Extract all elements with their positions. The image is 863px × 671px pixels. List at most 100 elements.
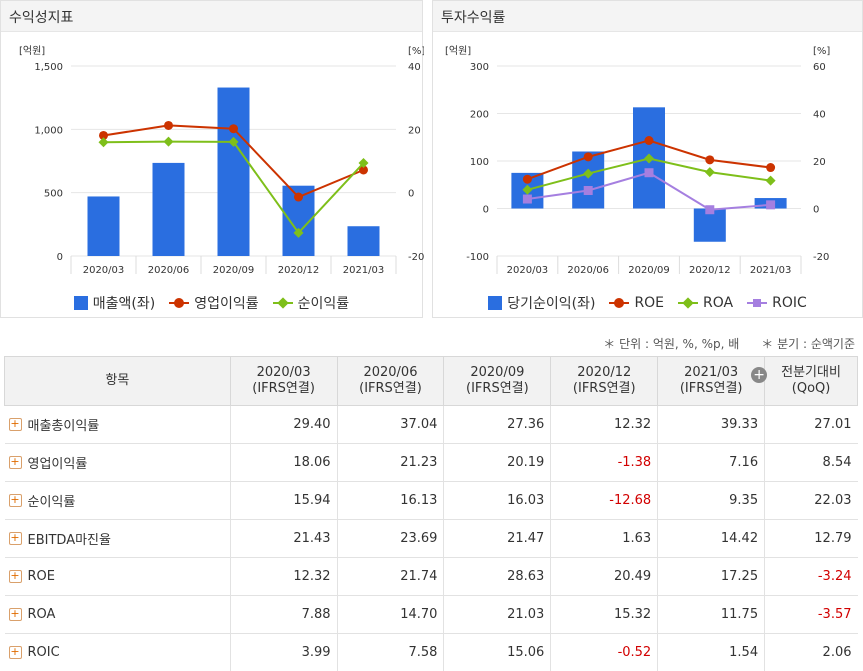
period-label: 2020/12 xyxy=(551,365,657,381)
data-point xyxy=(645,168,654,177)
value-cell: 1.63 xyxy=(551,520,658,558)
legend-line-swatch xyxy=(609,296,629,310)
data-point xyxy=(766,176,776,186)
right-axis-unit: [%] xyxy=(408,46,424,57)
legend-line-swatch xyxy=(747,296,767,310)
right-tick-label: 40 xyxy=(813,110,826,121)
right-tick-label: 40 xyxy=(408,62,421,73)
value-cell: 17.25 xyxy=(658,558,765,596)
value-cell: 21.23 xyxy=(337,444,444,482)
right-tick-label: -20 xyxy=(408,252,424,263)
row-label-cell: + ROE xyxy=(5,558,231,596)
legend-entry[interactable]: 당기순이익(좌) xyxy=(488,293,595,313)
x-tick-label: 2020/06 xyxy=(148,265,190,276)
plus-box-icon[interactable]: + xyxy=(9,570,22,583)
data-point xyxy=(766,163,775,172)
data-point xyxy=(766,200,775,209)
data-point xyxy=(645,136,654,145)
legend-bar-swatch xyxy=(74,296,88,310)
bar xyxy=(348,226,380,256)
value-cell: 29.40 xyxy=(230,406,337,444)
value-cell: 3.99 xyxy=(230,634,337,671)
plus-box-icon[interactable]: + xyxy=(9,532,22,545)
left-tick-label: 1,500 xyxy=(34,62,63,73)
period-header: 2020/03(IFRS연결) xyxy=(230,357,337,406)
x-tick-label: 2020/06 xyxy=(567,265,609,276)
bar xyxy=(153,163,185,256)
plus-box-icon[interactable]: + xyxy=(9,418,22,431)
period-header: 2021/03(IFRS연결) xyxy=(658,357,765,406)
value-cell: 12.32 xyxy=(230,558,337,596)
legend-bar-swatch xyxy=(488,296,502,310)
left-tick-label: 0 xyxy=(483,205,489,216)
period-label: 2020/09 xyxy=(444,365,550,381)
right-axis-unit: [%] xyxy=(813,46,830,57)
legend-entry[interactable]: ROE xyxy=(609,293,664,313)
legend-line-swatch xyxy=(678,296,698,310)
legend-label: 순이익률 xyxy=(298,293,350,313)
left-tick-label: 500 xyxy=(44,189,63,200)
row-label: EBITDA마진율 xyxy=(28,533,111,548)
left-tick-label: -100 xyxy=(466,252,489,263)
row-label: ROE xyxy=(28,569,55,584)
right-tick-label: 20 xyxy=(408,125,421,136)
row-label: 매출총이익률 xyxy=(28,419,100,434)
legend-entry[interactable]: 영업이익률 xyxy=(169,293,258,313)
qoq-cell: 2.06 xyxy=(765,634,858,671)
left-tick-label: 100 xyxy=(470,157,489,168)
x-tick-label: 2020/12 xyxy=(278,265,320,276)
value-cell: 7.88 xyxy=(230,596,337,634)
right-tick-label: 20 xyxy=(813,157,826,168)
x-tick-label: 2020/03 xyxy=(83,265,125,276)
profitability-chart-legend: 매출액(좌) 영업이익률 순이익률 xyxy=(1,293,422,313)
plus-box-icon[interactable]: + xyxy=(9,646,22,659)
x-tick-label: 2020/09 xyxy=(213,265,255,276)
x-tick-label: 2021/03 xyxy=(343,265,385,276)
plus-box-icon[interactable]: + xyxy=(9,608,22,621)
qoq-cell: 22.03 xyxy=(765,482,858,520)
return-chart-legend: 당기순이익(좌) ROE ROA ROIC xyxy=(433,293,862,313)
qoq-cell: 27.01 xyxy=(765,406,858,444)
data-point xyxy=(523,175,532,184)
period-label: 2020/03 xyxy=(231,365,337,381)
bar xyxy=(218,88,250,256)
row-label-cell: + 매출총이익률 xyxy=(5,406,231,444)
value-cell: 37.04 xyxy=(337,406,444,444)
legend-entry[interactable]: ROA xyxy=(678,293,733,313)
value-cell: 21.43 xyxy=(230,520,337,558)
row-label-cell: + EBITDA마진율 xyxy=(5,520,231,558)
data-point xyxy=(584,186,593,195)
legend-entry[interactable]: ROIC xyxy=(747,293,807,313)
value-cell: 23.69 xyxy=(337,520,444,558)
value-cell: 7.16 xyxy=(658,444,765,482)
row-label-cell: +ROIC xyxy=(5,634,231,671)
basis-label: (IFRS연결) xyxy=(231,381,337,397)
x-tick-label: 2021/03 xyxy=(750,265,792,276)
qoq-title-wrap: + 전분기대비 xyxy=(765,365,857,381)
value-cell: 16.13 xyxy=(337,482,444,520)
value-cell: 9.35 xyxy=(658,482,765,520)
plus-box-icon[interactable]: + xyxy=(9,456,22,469)
legend-entry[interactable]: 매출액(좌) xyxy=(74,293,155,313)
basis-label: (IFRS연결) xyxy=(338,381,444,397)
ratio-table: 항목 2020/03(IFRS연결) 2020/06(IFRS연결) 2020/… xyxy=(4,356,858,671)
legend-label: ROE xyxy=(634,295,664,311)
data-point xyxy=(705,205,714,214)
data-point xyxy=(584,152,593,161)
plus-box-icon[interactable]: + xyxy=(9,494,22,507)
plus-circle-icon[interactable]: + xyxy=(751,367,767,383)
legend-line-swatch xyxy=(273,296,293,310)
value-cell: 21.74 xyxy=(337,558,444,596)
data-point xyxy=(164,121,173,130)
qoq-cell: 12.79 xyxy=(765,520,858,558)
left-tick-label: 0 xyxy=(57,252,63,263)
qoq-header: + 전분기대비 (QoQ) xyxy=(765,357,858,406)
legend-entry[interactable]: 순이익률 xyxy=(273,293,350,313)
value-cell: 14.42 xyxy=(658,520,765,558)
